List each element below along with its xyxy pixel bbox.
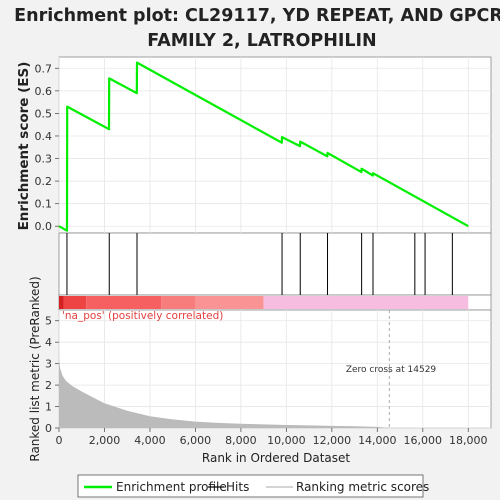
es-tick-label: 0.7 (35, 62, 53, 75)
es-tick-label: 0.4 (35, 130, 53, 143)
x-tick-label: 18,000 (449, 434, 488, 447)
metric-tick-label: 4 (45, 336, 52, 349)
heat-bar-layer (59, 296, 469, 309)
legend-box (77, 474, 424, 498)
x-axis-label: Rank in Ordered Dataset (202, 451, 350, 465)
zero-cross-label: Zero cross at 14529 (346, 365, 437, 375)
chart-title-line1: Enrichment plot: CL29117, YD REPEAT, AND… (14, 6, 500, 26)
x-tick-label: 16,000 (404, 434, 443, 447)
legend-metric-label: Ranking metric scores (296, 480, 429, 494)
metric-y-axis-label: Ranked list metric (PreRanked) (28, 276, 42, 461)
es-tick-label: 0.1 (35, 198, 53, 211)
heat-bar-segment (195, 296, 264, 309)
es-panel-frame (58, 56, 492, 234)
es-y-ticks: 0.0 0.1 0.2 0.3 0.4 0.5 0.6 0.7 (35, 62, 59, 233)
x-tick-label: 14,000 (358, 434, 397, 447)
positive-correlation-label: 'na_pos' (positively correlated) (62, 310, 223, 322)
ranking-metric-area (59, 357, 390, 428)
es-y-axis-label: Enrichment score (ES) (16, 62, 32, 231)
hits-panel-frame (58, 232, 492, 296)
heat-bar-segment (59, 296, 64, 309)
x-tick-label: 2,000 (89, 434, 121, 447)
x-tick-label: 6,000 (180, 434, 212, 447)
chart-title-line2: FAMILY 2, LATROPHILIN (147, 31, 376, 51)
es-tick-label: 0.0 (35, 220, 53, 233)
metric-layer (59, 310, 390, 428)
x-tick-label: 12,000 (313, 434, 352, 447)
es-tick-label: 0.2 (35, 175, 53, 188)
es-curve-layer (58, 61, 469, 232)
enrichment-profile-line (58, 61, 469, 232)
metric-tick-label: 0 (45, 422, 52, 435)
heat-bar-segment (63, 296, 87, 309)
legend-hits-label: Hits (226, 480, 249, 494)
heat-bar-segment (161, 296, 196, 309)
x-ticks: 0 2,000 4,000 6,000 8,000 10,000 12,000 14,000 1… (56, 428, 488, 447)
x-tick-label: 0 (56, 434, 63, 447)
x-tick-label: 10,000 (267, 434, 306, 447)
legend-enrichment-label: Enrichment profile (116, 480, 227, 494)
hits-layer (66, 233, 453, 295)
metric-panel-frame (58, 309, 492, 429)
metric-tick-label: 2 (45, 379, 52, 392)
es-tick-label: 0.6 (35, 85, 53, 98)
heat-bar-segment (263, 296, 469, 309)
es-tick-label: 0.3 (35, 153, 53, 166)
metric-tick-label: 5 (45, 315, 52, 328)
metric-y-ticks: 0 1 2 3 4 5 (45, 315, 59, 435)
metric-tick-label: 3 (45, 358, 52, 371)
heat-bar-segment (86, 296, 162, 309)
es-tick-label: 0.5 (35, 107, 53, 120)
metric-tick-label: 1 (45, 401, 52, 414)
x-tick-label: 8,000 (225, 434, 257, 447)
x-tick-label: 4,000 (134, 434, 166, 447)
